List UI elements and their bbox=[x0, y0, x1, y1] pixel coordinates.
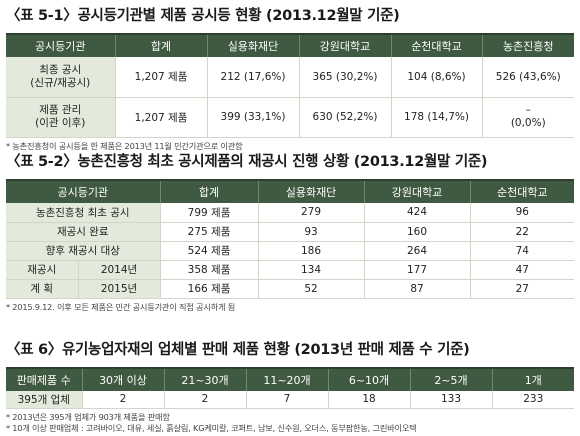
table-cell: 178 (14,7%) bbox=[390, 97, 482, 138]
table-cell: 233 bbox=[491, 391, 574, 409]
column-header: 공시등기관 bbox=[6, 34, 115, 57]
table-cell: 104 (8,6%) bbox=[390, 57, 482, 98]
table-6-title: 〈표 6〉유기농업자재의 업체별 판매 제품 현황 (2013년 판매 제품 수… bbox=[6, 342, 470, 358]
table-cell: 358 제품 bbox=[159, 260, 259, 280]
column-header: 합계 bbox=[159, 180, 259, 203]
cell-line: – bbox=[525, 104, 531, 116]
table-6: 판매제품 수 30개 이상 21~30개 11~20개 6~10개 2~5개 1… bbox=[6, 367, 574, 409]
table-cell: 264 bbox=[363, 241, 471, 261]
table-note: * 10개 이상 판매업체 : 고려바이오, 대유, 세실, 흙살림, KG케미… bbox=[6, 422, 417, 433]
column-header: 공시등기관 bbox=[6, 180, 161, 203]
column-header: 30개 이상 bbox=[81, 368, 164, 391]
table-row: 395개 업체 2 2 7 18 133 233 bbox=[6, 391, 574, 409]
table-6-section: 〈표 6〉유기농업자재의 업체별 판매 제품 현황 (2013년 판매 제품 수… bbox=[6, 338, 574, 434]
table-cell: 1,207 제품 bbox=[114, 57, 207, 98]
table-5-1-title: 〈표 5-1〉공시등기관별 제품 공시등 현황 (2013.12월말 기준) bbox=[6, 8, 400, 24]
table-cell: 399 (33,1%) bbox=[206, 97, 299, 138]
table-cell: 87 bbox=[363, 279, 471, 299]
column-header: 2~5개 bbox=[409, 368, 492, 391]
table-note: * 2013년은 395개 업체가 903개 제품을 판매함 bbox=[6, 411, 170, 422]
column-header: 강원대학교 bbox=[298, 34, 391, 57]
column-header: 판매제품 수 bbox=[6, 368, 82, 391]
row-label: 제품 관리 (이관 이후) bbox=[6, 97, 115, 138]
table-cell: 133 bbox=[409, 391, 492, 409]
table-cell: 52 bbox=[257, 279, 365, 299]
table-row: 최종 공시 (신규/재공시) 1,207 제품 212 (17,6%) 365 … bbox=[6, 57, 574, 98]
table-cell: 524 제품 bbox=[159, 241, 259, 261]
table-cell: – (0,0%) bbox=[481, 97, 574, 138]
table-cell: 22 bbox=[469, 222, 575, 242]
table-cell: 2 bbox=[163, 391, 246, 409]
table-note: * 2015.9.12. 이후 모든 제품은 민간 공시등기관이 직접 공시하게… bbox=[6, 301, 236, 312]
table-cell: 279 bbox=[257, 203, 365, 223]
table-cell: 799 제품 bbox=[159, 203, 259, 223]
table-row: 제품 관리 (이관 이후) 1,207 제품 399 (33,1%) 630 (… bbox=[6, 97, 574, 138]
column-header: 순천대학교 bbox=[390, 34, 482, 57]
table-cell: 1,207 제품 bbox=[114, 97, 207, 138]
row-sublabel: 2014년 bbox=[77, 260, 161, 280]
table-5-2-title: 〈표 5-2〉농촌진흥청 최초 공시제품의 재공시 진행 상황 (2013.12… bbox=[6, 154, 488, 170]
table-cell: 18 bbox=[327, 391, 410, 409]
table-row: 재공시 완료 275 제품 93 160 22 bbox=[6, 222, 575, 242]
table-5-1: 공시등기관 합계 실용화재단 강원대학교 순천대학교 농촌진흥청 최종 공시 (… bbox=[6, 33, 574, 138]
table-cell: 160 bbox=[363, 222, 471, 242]
row-label: 재공시 완료 bbox=[6, 222, 161, 242]
table-cell: 7 bbox=[245, 391, 328, 409]
column-header: 실용화재단 bbox=[257, 180, 365, 203]
row-label: 농촌진흥청 최초 공시 bbox=[6, 203, 161, 223]
table-cell: 27 bbox=[469, 279, 575, 299]
table-cell: 424 bbox=[363, 203, 471, 223]
table-cell: 177 bbox=[363, 260, 471, 280]
table-cell: 2 bbox=[81, 391, 164, 409]
row-sublabel: 2015년 bbox=[77, 279, 161, 299]
cell-line: (0,0%) bbox=[510, 117, 546, 129]
row-label-line: 최종 공시 bbox=[39, 63, 82, 76]
table-cell: 365 (30,2%) bbox=[298, 57, 391, 98]
table-cell: 166 제품 bbox=[159, 279, 259, 299]
column-header: 강원대학교 bbox=[363, 180, 471, 203]
table-row: 농촌진흥청 최초 공시 799 제품 279 424 96 bbox=[6, 203, 575, 223]
column-header: 합계 bbox=[114, 34, 207, 57]
table-header-row: 판매제품 수 30개 이상 21~30개 11~20개 6~10개 2~5개 1… bbox=[6, 368, 574, 391]
table-cell: 212 (17,6%) bbox=[206, 57, 299, 98]
table-cell: 275 제품 bbox=[159, 222, 259, 242]
column-header: 순천대학교 bbox=[469, 180, 575, 203]
table-cell: 93 bbox=[257, 222, 365, 242]
row-label-line: (신규/재공시) bbox=[30, 76, 91, 89]
table-header-row: 공시등기관 합계 실용화재단 강원대학교 순천대학교 bbox=[6, 180, 575, 203]
table-row: 재공시 2014년 358 제품 134 177 47 bbox=[6, 260, 575, 280]
table-cell: 186 bbox=[257, 241, 365, 261]
table-cell: 47 bbox=[469, 260, 575, 280]
table-cell: 134 bbox=[257, 260, 365, 280]
row-label-line: 제품 관리 bbox=[39, 104, 82, 116]
table-5-2: 공시등기관 합계 실용화재단 강원대학교 순천대학교 농촌진흥청 최초 공시 7… bbox=[6, 179, 575, 299]
row-label: 395개 업체 bbox=[6, 391, 82, 409]
table-row: 향후 재공시 대상 524 제품 186 264 74 bbox=[6, 241, 575, 261]
column-header: 1개 bbox=[491, 368, 574, 391]
table-header-row: 공시등기관 합계 실용화재단 강원대학교 순천대학교 농촌진흥청 bbox=[6, 34, 574, 57]
column-header: 농촌진흥청 bbox=[481, 34, 574, 57]
column-header: 6~10개 bbox=[327, 368, 410, 391]
table-note: * 농촌진흥청이 공시등을 한 제품은 2013년 11월 민간기관으로 이관함 bbox=[6, 140, 243, 151]
column-header: 실용화재단 bbox=[206, 34, 299, 57]
row-label: 계 획 bbox=[6, 279, 78, 299]
column-header: 11~20개 bbox=[245, 368, 328, 391]
table-5-2-section: 〈표 5-2〉농촌진흥청 최초 공시제품의 재공시 진행 상황 (2013.12… bbox=[6, 150, 575, 313]
table-cell: 630 (52,2%) bbox=[298, 97, 391, 138]
column-header: 21~30개 bbox=[163, 368, 246, 391]
row-label: 향후 재공시 대상 bbox=[6, 241, 161, 261]
table-cell: 526 (43,6%) bbox=[481, 57, 574, 98]
row-label: 재공시 bbox=[6, 260, 78, 280]
table-row: 계 획 2015년 166 제품 52 87 27 bbox=[6, 279, 575, 299]
row-label-line: (이관 이후) bbox=[35, 117, 86, 129]
table-cell: 96 bbox=[469, 203, 575, 223]
row-label: 최종 공시 (신규/재공시) bbox=[6, 57, 115, 98]
table-cell: 74 bbox=[469, 241, 575, 261]
table-5-1-section: 〈표 5-1〉공시등기관별 제품 공시등 현황 (2013.12월말 기준) 공… bbox=[6, 4, 574, 152]
